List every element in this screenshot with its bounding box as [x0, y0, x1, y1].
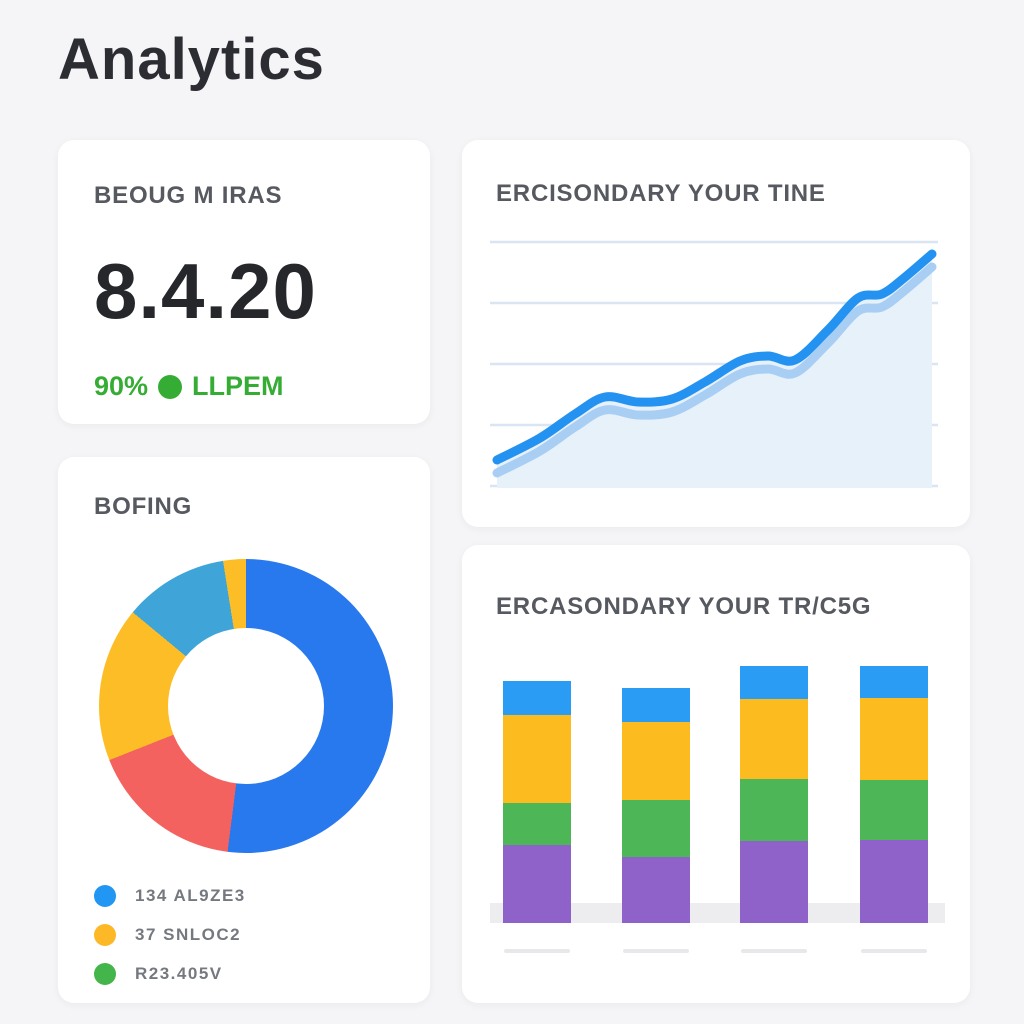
- kpi-delta: 90% LLPEM: [94, 371, 394, 402]
- stacked-bar: [740, 666, 808, 923]
- bar-segment-amber: [740, 699, 808, 779]
- bar-segment-green: [622, 800, 690, 857]
- bar-segment-green: [503, 803, 571, 845]
- bar-segment-amber: [622, 722, 690, 800]
- stacked-bar: [503, 681, 571, 923]
- bar-segment-green: [740, 779, 808, 841]
- donut-chart-card: BOFING 134 AL9ZE3 37 SNLOC2 R23.405V: [58, 457, 430, 1003]
- legend-label: 134 AL9ZE3: [135, 886, 246, 905]
- legend-item: 37 SNLOC2: [94, 924, 246, 946]
- bar-segment-purple: [860, 840, 928, 923]
- legend-dot-icon: [94, 963, 116, 985]
- bar-segment-purple: [503, 845, 571, 923]
- bar-baseline-strip: [490, 903, 945, 923]
- kpi-value: 8.4.20: [94, 247, 317, 335]
- bar-segment-blue: [860, 666, 928, 698]
- donut-chart: [99, 559, 393, 853]
- stacked-bar: [860, 666, 928, 923]
- x-axis-label-placeholder: [861, 949, 927, 953]
- bar-segment-blue: [503, 681, 571, 715]
- legend-dot-icon: [94, 924, 116, 946]
- legend-item: 134 AL9ZE3: [94, 885, 246, 907]
- kpi-delta-dot-icon: [158, 374, 183, 399]
- bar-segment-amber: [860, 698, 928, 780]
- bar-chart-title: ERCASONDARY YOUR TR/C5G: [496, 593, 872, 620]
- donut-legend: 134 AL9ZE3 37 SNLOC2 R23.405V: [94, 885, 246, 985]
- bar-segment-green: [860, 780, 928, 840]
- x-axis-label-placeholder: [741, 949, 807, 953]
- legend-label: 37 SNLOC2: [135, 925, 242, 944]
- bar-segment-purple: [740, 841, 808, 923]
- donut-hole: [168, 628, 324, 784]
- bar-segment-amber: [503, 715, 571, 803]
- bar-segment-purple: [622, 857, 690, 923]
- bar-segment-blue: [740, 666, 808, 699]
- x-axis-label-placeholder: [623, 949, 689, 953]
- kpi-delta-percent: 90%: [94, 371, 149, 401]
- line-area-chart: [490, 238, 938, 490]
- kpi-card: BEOUG M IRAS 8.4.20 90% LLPEM: [58, 140, 430, 424]
- x-axis-label-placeholder: [504, 949, 570, 953]
- legend-item: R23.405V: [94, 963, 246, 985]
- stacked-bar: [622, 688, 690, 923]
- kpi-delta-label: LLPEM: [192, 371, 284, 401]
- bar-x-axis-placeholders: [490, 949, 945, 953]
- line-chart-title: ERCISONDARY YOUR TINE: [496, 180, 826, 207]
- stacked-bar-chart: [490, 660, 945, 923]
- legend-dot-icon: [94, 885, 116, 907]
- kpi-card-title: BEOUG M IRAS: [94, 182, 283, 209]
- line-chart-card: ERCISONDARY YOUR TINE: [462, 140, 970, 527]
- donut-chart-title: BOFING: [94, 493, 193, 520]
- legend-label: R23.405V: [135, 964, 223, 983]
- page-title: Analytics: [58, 27, 325, 92]
- bar-chart-card: ERCASONDARY YOUR TR/C5G: [462, 545, 970, 1003]
- bar-segment-blue: [622, 688, 690, 722]
